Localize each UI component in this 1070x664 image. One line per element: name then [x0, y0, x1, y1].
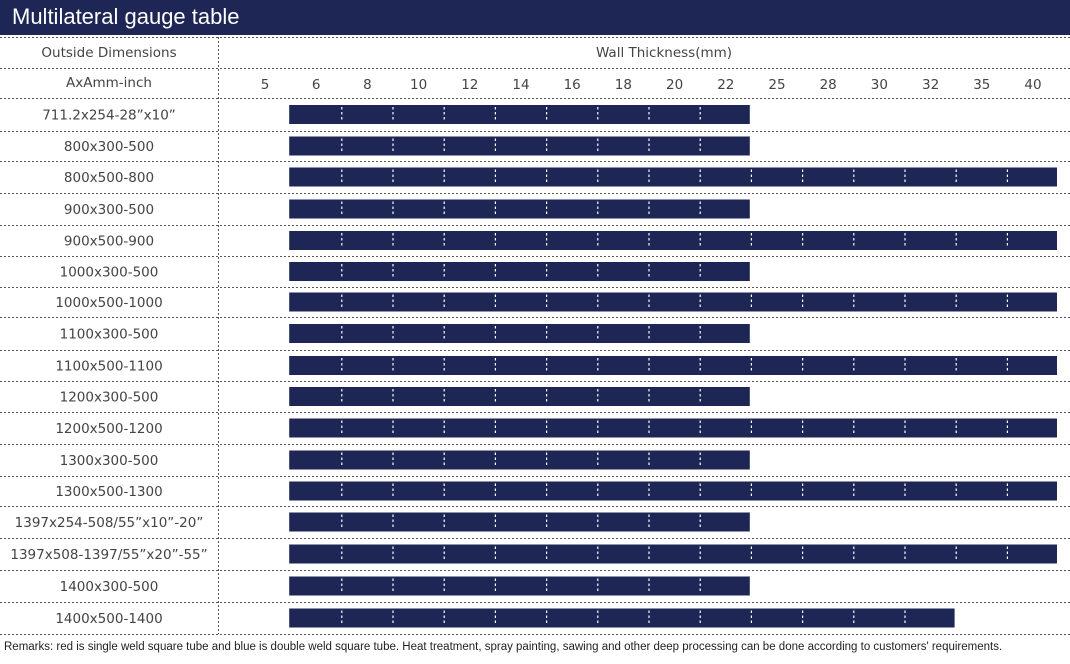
- row-dimension-label: 1400x300-500: [60, 579, 159, 595]
- row-dimension-label: 1200x300-500: [60, 390, 159, 406]
- table-row: 1397x508-1397/55”x20”-55”: [10, 544, 1057, 564]
- table-row: 1300x300-500: [60, 450, 750, 470]
- row-dimension-label: 1100x500-1100: [55, 359, 162, 375]
- row-dimension-label: 1100x300-500: [60, 327, 159, 343]
- thickness-range-bar: [289, 544, 1057, 564]
- thickness-range-bar: [289, 450, 750, 470]
- table-row: 1200x300-500: [60, 387, 750, 406]
- thickness-range-bar: [289, 481, 1057, 501]
- thickness-tick-40: 40: [1024, 77, 1041, 93]
- row-header-unit: AxAmm-inch: [66, 75, 152, 91]
- thickness-range-bar: [289, 418, 1057, 438]
- title-bar: Multilateral gauge table: [0, 0, 1070, 35]
- thickness-range-bar: [289, 136, 750, 156]
- row-dimension-label: 800x500-800: [64, 170, 154, 186]
- thickness-range-bar: [289, 199, 750, 219]
- thickness-range-bar: [289, 512, 750, 532]
- remarks-text: Remarks: red is single weld square tube …: [4, 641, 1003, 653]
- table-row: 1000x300-500: [60, 262, 750, 281]
- row-dimension-label: 711.2x254-28”x10”: [42, 108, 176, 124]
- row-dimension-label: 900x500-900: [64, 234, 154, 250]
- page-title: Multilateral gauge table: [12, 4, 240, 29]
- thickness-tick-14: 14: [512, 77, 529, 93]
- row-dimension-label: 1200x500-1200: [55, 421, 162, 437]
- table-row: 900x300-500: [64, 199, 750, 219]
- thickness-tick-12: 12: [461, 77, 478, 93]
- thickness-range-bar: [289, 608, 955, 628]
- row-dimension-label: 800x300-500: [64, 139, 154, 155]
- thickness-tick-16: 16: [564, 77, 581, 93]
- thickness-range-bar: [289, 262, 750, 281]
- column-header-wall-thickness: Wall Thickness(mm): [596, 45, 732, 61]
- thickness-tick-5: 5: [261, 77, 270, 93]
- thickness-tick-10: 10: [410, 77, 427, 93]
- gauge-table-chart: Outside Dimensions AxAmm-inch Wall Thick…: [0, 37, 1070, 635]
- row-dimension-label: 1400x500-1400: [55, 611, 162, 627]
- table-row: 1397x254-508/55”x10”-20”: [15, 512, 750, 532]
- table-row: 1100x300-500: [60, 324, 750, 343]
- row-dimension-label: 900x300-500: [64, 202, 154, 218]
- thickness-tick-25: 25: [768, 77, 785, 93]
- thickness-range-bar: [289, 292, 1057, 312]
- row-dimension-label: 1397x508-1397/55”x20”-55”: [10, 547, 207, 563]
- thickness-tick-35: 35: [973, 77, 990, 93]
- thickness-tick-22: 22: [717, 77, 734, 93]
- table-row: 1300x500-1300: [55, 481, 1057, 501]
- thickness-range-bar: [289, 231, 1057, 250]
- row-dimension-label: 1300x500-1300: [55, 484, 162, 500]
- thickness-tick-32: 32: [922, 77, 939, 93]
- thickness-tick-labels: 5 6 8 10 12 14 16 18 20 22 25 28 30 32 35 40: [261, 77, 1042, 93]
- thickness-range-bar: [289, 167, 1057, 187]
- table-row: 711.2x254-28”x10”: [42, 105, 750, 124]
- row-dimension-label: 1300x300-500: [60, 453, 159, 469]
- thickness-tick-20: 20: [666, 77, 683, 93]
- table-row: 1400x300-500: [60, 576, 750, 596]
- thickness-tick-28: 28: [820, 77, 837, 93]
- grid-lines: [0, 37, 1070, 635]
- table-rows: 711.2x254-28”x10” 800x300-500 800x500-800 9…: [10, 105, 1057, 628]
- thickness-tick-6: 6: [312, 77, 321, 93]
- table-row: 800x300-500: [64, 136, 750, 156]
- thickness-range-bar: [289, 576, 750, 596]
- thickness-range-bar: [289, 356, 1057, 375]
- table-row: 800x500-800: [64, 167, 1057, 187]
- thickness-tick-8: 8: [363, 77, 372, 93]
- table-row: 1200x500-1200: [55, 418, 1057, 438]
- row-dimension-label: 1000x500-1000: [55, 295, 162, 311]
- table-row: 1400x500-1400: [55, 608, 955, 628]
- thickness-range-bar: [289, 105, 750, 124]
- thickness-range-bar: [289, 387, 750, 406]
- table-row: 900x500-900: [64, 231, 1057, 250]
- table-row: 1000x500-1000: [55, 292, 1057, 312]
- thickness-range-bar: [289, 324, 750, 343]
- thickness-tick-30: 30: [871, 77, 888, 93]
- row-header-outside-dimensions: Outside Dimensions: [41, 45, 176, 61]
- row-dimension-label: 1397x254-508/55”x10”-20”: [15, 515, 204, 531]
- thickness-tick-18: 18: [615, 77, 632, 93]
- table-row: 1100x500-1100: [55, 356, 1057, 375]
- row-dimension-label: 1000x300-500: [60, 265, 159, 281]
